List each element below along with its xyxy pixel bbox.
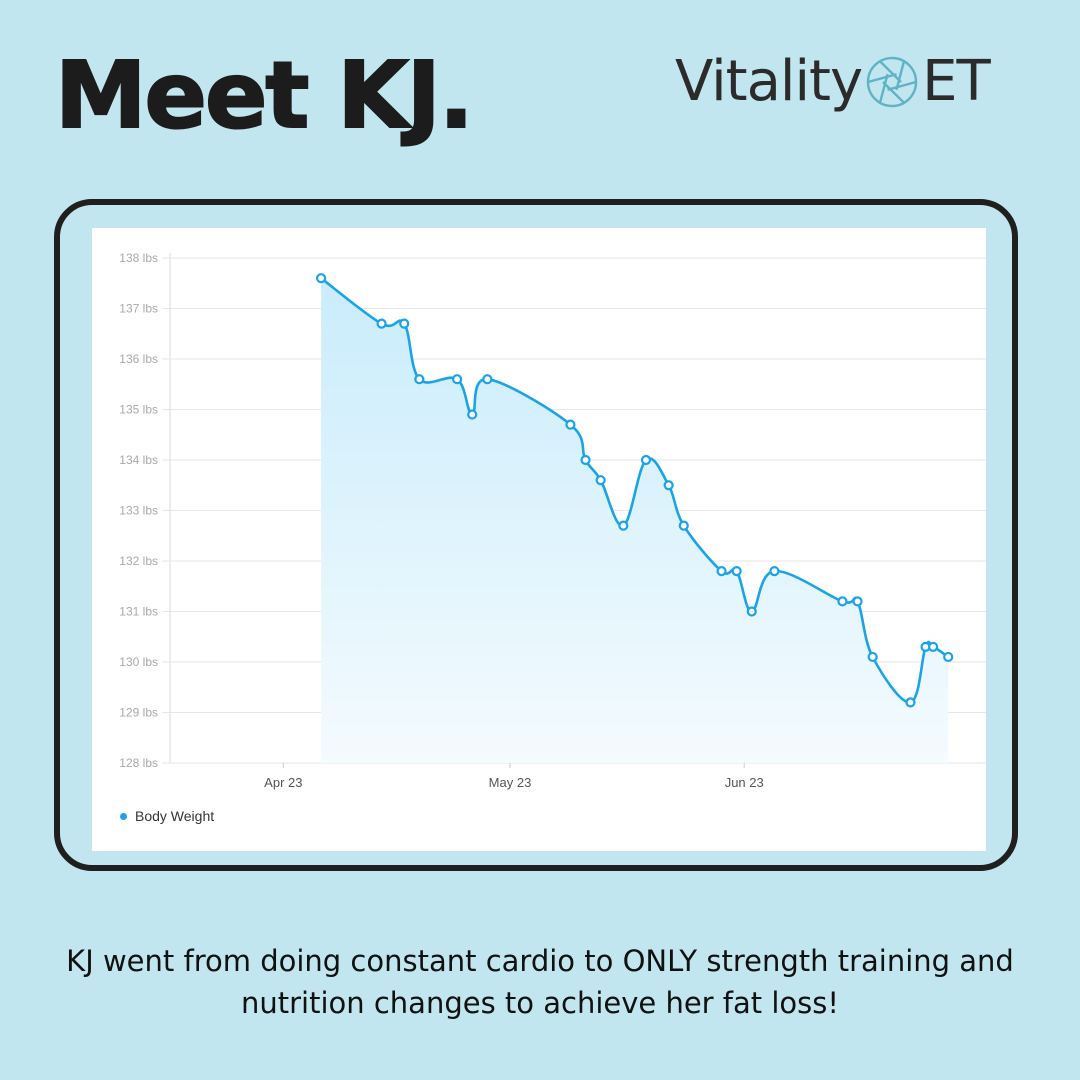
data-point[interactable] [316,273,327,284]
data-point[interactable] [452,374,463,385]
data-point[interactable] [482,374,493,385]
y-tick-label: 134 lbs [119,453,158,467]
y-tick-label: 133 lbs [119,504,158,518]
brand-name-right: ET [922,49,991,114]
data-point[interactable] [943,651,954,663]
series-area-fill [321,278,949,763]
brand-name-left: Vitality [675,49,863,114]
data-point[interactable] [746,606,757,617]
y-tick-label: 135 lbs [119,403,158,417]
data-point[interactable] [376,318,387,329]
y-tick-label: 138 lbs [119,251,158,265]
data-point[interactable] [852,596,863,607]
data-point[interactable] [580,454,591,466]
data-point[interactable] [663,480,674,491]
data-point[interactable] [769,566,780,577]
x-tick-label: Jun 23 [725,775,764,790]
legend-label: Body Weight [135,808,215,824]
data-point[interactable] [837,596,848,607]
weight-chart: 128 lbs 129 lbs 130 lbs 131 lbs 132 lbs 133 l… [119,251,986,790]
data-point[interactable] [867,651,878,663]
y-tick-label: 132 lbs [119,554,158,568]
y-tick-label: 131 lbs [119,605,158,619]
x-tick-label: May 23 [489,775,532,790]
data-point[interactable] [928,641,939,652]
data-point[interactable] [640,454,652,466]
data-point[interactable] [399,318,410,329]
data-point[interactable] [678,520,689,531]
data-point[interactable] [595,475,606,486]
chart-legend: Body Weight [120,808,214,824]
data-point[interactable] [905,697,916,708]
aperture-icon [866,56,918,108]
caption-text: KJ went from doing constant cardio to ON… [66,944,1014,1020]
y-tick-label: 137 lbs [119,302,158,316]
legend-marker [120,812,127,820]
data-point[interactable] [414,374,425,385]
y-tick-label: 136 lbs [119,352,158,366]
data-point[interactable] [565,419,576,430]
y-tick-label: 128 lbs [119,756,158,770]
data-point[interactable] [716,566,727,577]
chart-frame [54,199,1018,871]
brand-logo: Vitality ET [675,49,991,114]
x-tick-label: Apr 23 [264,775,302,790]
data-point[interactable] [467,409,478,420]
y-tick-label: 129 lbs [119,706,158,720]
data-point[interactable] [731,566,742,577]
chart-panel: 128 lbs 129 lbs 130 lbs 131 lbs 132 lbs 133 l… [92,228,986,851]
y-tick-label: 130 lbs [119,655,158,669]
data-point[interactable] [618,520,629,531]
page-title: Meet KJ. [54,42,475,149]
